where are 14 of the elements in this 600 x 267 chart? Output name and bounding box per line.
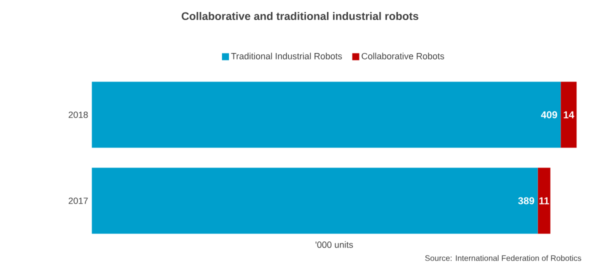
legend-label: Collaborative Robots xyxy=(362,52,444,60)
bar xyxy=(538,168,550,234)
data-label: 389 xyxy=(518,197,534,204)
x-axis-title: '000 units xyxy=(316,241,353,248)
data-label: 14 xyxy=(564,111,574,118)
data-label: 11 xyxy=(539,197,550,204)
data-label: 409 xyxy=(541,111,558,118)
bar xyxy=(92,168,538,234)
chart-title: Collaborative and traditional industrial robots xyxy=(182,12,418,20)
y-tick-label: 2017 xyxy=(68,198,88,204)
bar xyxy=(560,82,577,148)
legend-label: Traditional Industrial Robots xyxy=(231,52,342,60)
y-tick-label: 2018 xyxy=(68,112,88,118)
bar xyxy=(92,82,561,148)
